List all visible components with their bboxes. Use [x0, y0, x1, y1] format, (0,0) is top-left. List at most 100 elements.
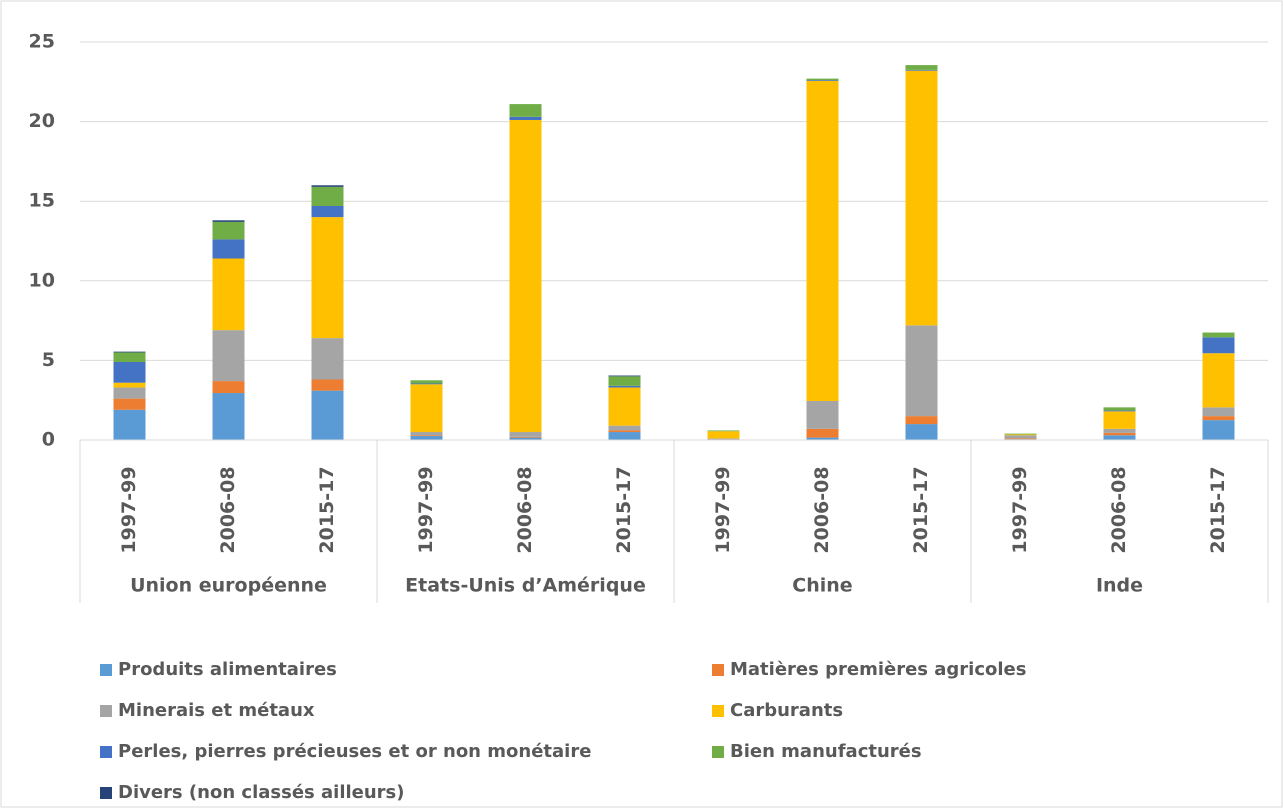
group-label: Chine [792, 575, 852, 597]
x-tick-label: 2015-17 [316, 466, 338, 553]
bar-segment [311, 217, 344, 339]
bar-segment [311, 390, 344, 440]
x-tick-label: 2006-08 [811, 466, 833, 553]
bar-segment [212, 381, 245, 394]
legend-swatch [712, 705, 724, 717]
bar-segment [1103, 435, 1136, 440]
bar-segment [806, 81, 839, 401]
bar-segment [113, 398, 146, 410]
bar-segment [806, 428, 839, 438]
bar-segment [212, 239, 245, 259]
bar-segment [707, 431, 740, 439]
x-tick-label: 2015-17 [1207, 466, 1229, 553]
bar-segment [1004, 435, 1037, 439]
legend-label: Minerais et métaux [118, 700, 315, 721]
bar-segment [410, 435, 443, 437]
x-tick-label: 1997-99 [118, 466, 140, 553]
legend-swatch [100, 787, 112, 799]
bar-segment [311, 186, 344, 206]
x-tick-label: 2006-08 [1108, 466, 1130, 553]
bar-segment [1103, 428, 1136, 433]
bar-segment [1103, 407, 1136, 411]
bar-segment [509, 432, 542, 437]
legend-swatch [712, 664, 724, 676]
bar-segment [1103, 410, 1136, 412]
bar-segment [905, 325, 938, 417]
group-label: Etats-Unis d’Amérique [405, 575, 646, 597]
bar-segment [905, 70, 938, 326]
bar-segment [608, 432, 641, 440]
x-tick-label: 1997-99 [1009, 466, 1031, 553]
legend-label: Divers (non classés ailleurs) [118, 782, 405, 803]
bar-segment [905, 416, 938, 425]
legend-label: Perles, pierres précieuses et or non mon… [118, 741, 591, 762]
legend-label: Bien manufacturés [730, 741, 922, 762]
legend-swatch [100, 664, 112, 676]
group-label: Inde [1096, 575, 1143, 597]
bar-segment [311, 185, 344, 187]
bar-segment [212, 221, 245, 240]
bar-segment [509, 116, 542, 121]
bar-segment [608, 425, 641, 431]
bar-segment [905, 69, 938, 71]
bar-segment [509, 436, 542, 438]
bar-segment [707, 430, 740, 432]
legend-label: Produits alimentaires [118, 659, 337, 680]
bar-segment [1103, 432, 1136, 436]
x-tick-label: 1997-99 [712, 466, 734, 553]
bar-segment [608, 385, 641, 388]
x-tick-label: 2006-08 [514, 466, 536, 553]
bar-segment [806, 80, 839, 82]
bar-segment [410, 383, 443, 385]
bar-segment [113, 361, 146, 383]
bar-segment [608, 430, 641, 433]
y-tick-label: 0 [42, 429, 55, 451]
bar-segment [311, 338, 344, 380]
bar-segment [212, 330, 245, 382]
bar-segment [1202, 407, 1235, 417]
bar-segment [113, 409, 146, 440]
bar-segment [905, 424, 938, 440]
x-tick-label: 2015-17 [613, 466, 635, 553]
bar-segment [113, 352, 146, 362]
bar-segment [1202, 416, 1235, 421]
y-tick-label: 20 [29, 110, 55, 132]
bar-segment [410, 432, 443, 436]
bar-segment [1004, 434, 1037, 436]
legend-swatch [100, 746, 112, 758]
legend-swatch [100, 705, 112, 717]
bar-segment [1202, 337, 1235, 354]
bar-segment [608, 387, 641, 426]
y-tick-label: 15 [29, 190, 55, 212]
bar-segment [212, 393, 245, 440]
bar-segment [1004, 433, 1037, 435]
bar-segment [311, 205, 344, 218]
bar-segment [410, 436, 443, 440]
bar-segment [806, 400, 839, 429]
bar-segment [608, 375, 641, 377]
bar-segment [410, 380, 443, 384]
x-tick-label: 2015-17 [910, 466, 932, 553]
y-tick-label: 5 [42, 349, 55, 371]
x-tick-label: 2006-08 [217, 466, 239, 553]
bar-segment [113, 382, 146, 388]
bar-segment [311, 379, 344, 391]
x-tick-label: 1997-99 [415, 466, 437, 553]
bar-segment [212, 220, 245, 222]
legend-label: Carburants [730, 700, 843, 721]
bar-segment [509, 437, 542, 440]
legend: Produits alimentaires Matières premières … [100, 659, 1026, 803]
bar-segment [410, 384, 443, 433]
bar-segment [1202, 420, 1235, 440]
bar-segment [806, 78, 839, 81]
bar-segment [1004, 438, 1037, 440]
bar-segment [905, 65, 938, 70]
bar-segment [113, 351, 146, 353]
bar-segment [806, 437, 839, 440]
legend-swatch [712, 746, 724, 758]
y-tick-label: 10 [29, 269, 55, 291]
bar-segment [1103, 411, 1136, 429]
bar-segment [113, 387, 146, 399]
bar-segment [212, 258, 245, 331]
